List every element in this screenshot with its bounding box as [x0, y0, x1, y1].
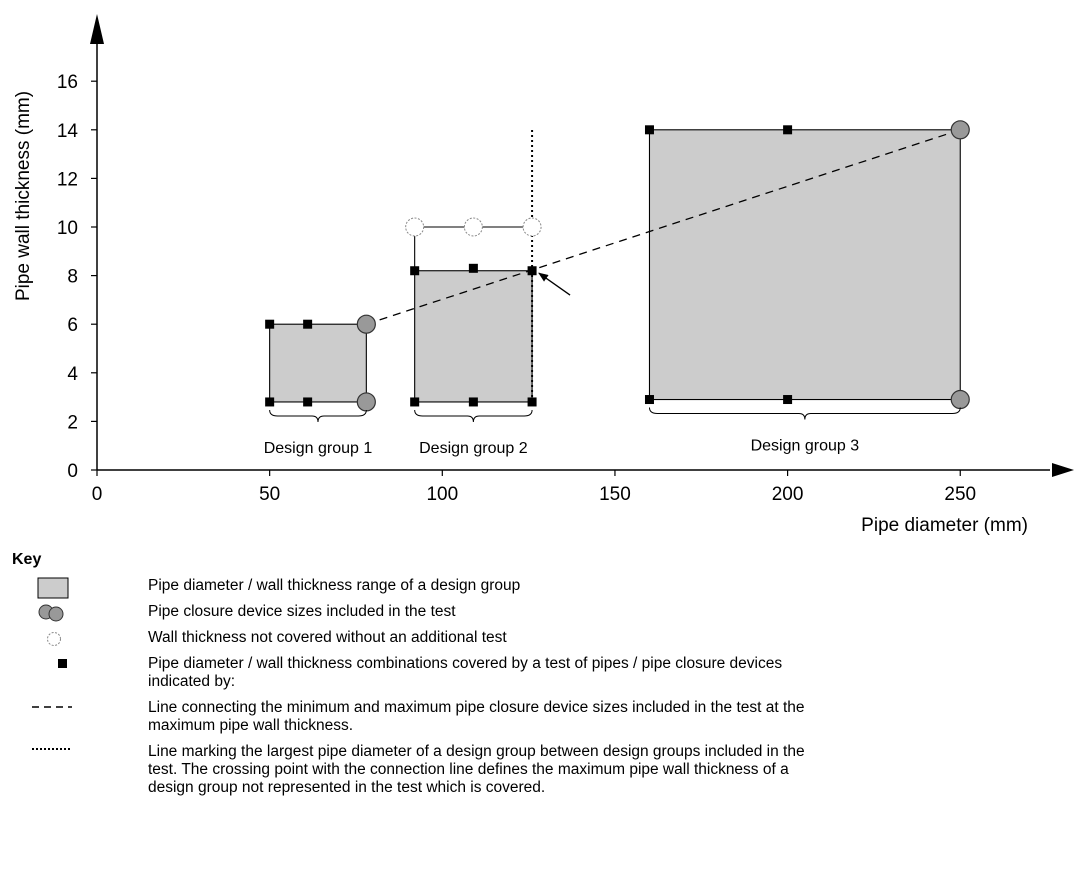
key-item-text: Line connecting the minimum and maximum …	[148, 699, 805, 716]
key-item-dashed-line: Line connecting the minimum and maximum …	[12, 699, 1078, 735]
black-square-point	[303, 319, 313, 329]
key-item-text: Pipe diameter / wall thickness range of …	[148, 577, 521, 594]
design-group-3-brace	[648, 407, 961, 420]
filled-circle-point	[950, 120, 970, 140]
black-square-point	[303, 397, 313, 407]
black-square-point	[527, 397, 537, 407]
key-item-text: maximum pipe wall thickness.	[148, 717, 354, 734]
design-group-1-brace	[269, 409, 367, 422]
y-tick-label: 14	[57, 121, 79, 142]
key-legend: Key Pipe diameter / wall thickness range…	[12, 551, 1078, 805]
key-item-black-square: Pipe diameter / wall thickness combinati…	[12, 655, 1078, 691]
key-item-text: design group not represented in the test…	[148, 779, 546, 796]
key-item-open-circle: Wall thickness not covered without an ad…	[12, 629, 1078, 647]
black-square-point	[783, 125, 793, 135]
black-square-point	[783, 395, 793, 405]
black-square-point	[265, 319, 275, 329]
open-circle-point	[463, 217, 483, 237]
y-tick-label: 10	[57, 218, 78, 239]
filled-circle-point	[356, 314, 376, 334]
black-square-point	[468, 263, 478, 273]
y-tick-label: 6	[67, 315, 78, 336]
y-tick-label: 12	[57, 169, 78, 190]
design-group-1-label: Design group 1	[264, 440, 373, 457]
y-tick-label: 16	[57, 72, 78, 93]
y-axis-title: Pipe wall thickness (mm)	[13, 91, 34, 301]
design-group-2-brace	[414, 409, 533, 422]
design-group-3-label: Design group 3	[751, 438, 860, 455]
design-group-2-label: Design group 2	[419, 440, 528, 457]
key-item-text: indicated by:	[148, 673, 236, 690]
x-tick-label: 150	[599, 484, 631, 505]
design-groups	[269, 129, 961, 403]
open-circle-point	[405, 217, 425, 237]
x-tick-label: 50	[259, 484, 280, 505]
dashed-connection-line	[366, 129, 961, 325]
black-square-point	[527, 266, 537, 276]
filled-circle-point	[950, 389, 970, 410]
black-square-icon	[58, 659, 67, 668]
key-item-text: test. The crossing point with the connec…	[148, 761, 789, 778]
design-group-1-range	[269, 323, 367, 403]
gray-square-icon	[37, 577, 69, 599]
open-circle-point	[522, 217, 542, 237]
y-tick-label: 2	[67, 412, 78, 433]
data-marks	[265, 120, 970, 412]
y-tick-label: 8	[67, 267, 78, 288]
black-square-point	[265, 397, 275, 407]
key-rows: Pipe diameter / wall thickness range of …	[12, 577, 1078, 797]
x-tick-label: 250	[944, 484, 976, 505]
key-item-text: Pipe diameter / wall thickness combinati…	[148, 655, 783, 672]
dotted-line-icon	[32, 748, 72, 750]
x-axis-arrowhead	[1052, 463, 1074, 477]
x-tick-label: 0	[92, 484, 103, 505]
black-square-point	[644, 125, 654, 135]
key-item-text: Pipe closure device sizes included in th…	[148, 603, 456, 620]
design-group-2-range	[414, 270, 533, 403]
pipe-design-group-chart: 0501001502002503000246810121416Pipe diam…	[13, 14, 1074, 536]
x-axis-title: Pipe diameter (mm)	[861, 515, 1028, 536]
black-square-point	[468, 397, 478, 407]
black-square-point	[644, 395, 654, 405]
key-item-text: Wall thickness not covered without an ad…	[148, 629, 507, 646]
y-tick-label: 4	[67, 364, 78, 385]
gray-circles-icon	[38, 604, 64, 622]
dashed-line-icon	[32, 706, 72, 708]
connection-lines	[366, 129, 961, 402]
black-square-point	[410, 266, 420, 276]
x-tick-label: 100	[426, 484, 458, 505]
key-item-gray-square: Pipe diameter / wall thickness range of …	[12, 577, 1078, 599]
y-tick-label: 0	[67, 461, 78, 482]
y-axis-arrowhead	[90, 14, 104, 44]
open-circle-icon	[47, 632, 61, 646]
key-title: Key	[12, 551, 42, 568]
labels: Design group 1 Design group 2 Design group…	[264, 407, 961, 457]
key-item-text: Line marking the largest pipe diameter o…	[148, 743, 805, 760]
key-item-dotted-line: Line marking the largest pipe diameter o…	[12, 743, 1078, 797]
black-square-point	[410, 397, 420, 407]
x-tick-label: 200	[772, 484, 804, 505]
design-group-3-range	[648, 129, 961, 401]
axes: 0501001502002503000246810121416Pipe diam…	[13, 14, 1074, 536]
key-item-gray-circles: Pipe closure device sizes included in th…	[12, 603, 1078, 622]
filled-circle-point	[356, 392, 376, 412]
crossing-point-arrow	[538, 272, 571, 296]
